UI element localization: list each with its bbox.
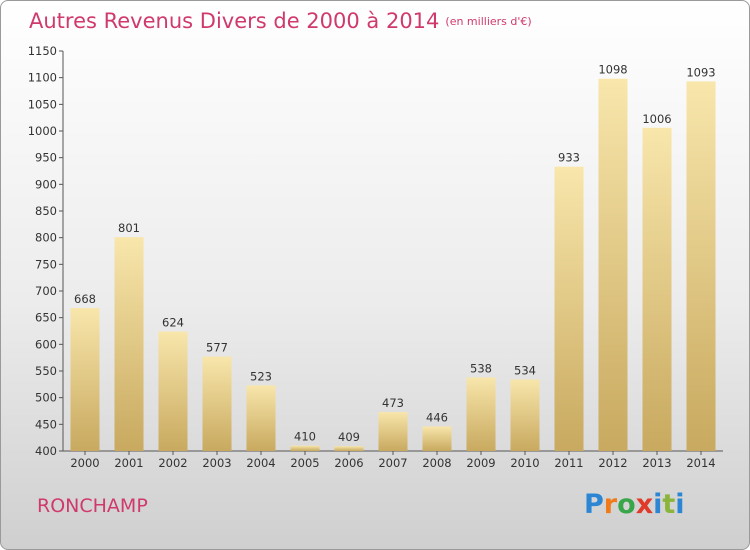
x-tick-label-2004: 2004 [246, 456, 275, 470]
bar-2005 [290, 445, 320, 451]
x-tick-label-2008: 2008 [422, 456, 451, 470]
y-tick-label: 750 [35, 257, 57, 271]
data-label-2003: 577 [206, 341, 228, 355]
chart-labels: 668 2000 801 2001 624 2002 577 2003 523 2004 410 20… [70, 63, 715, 470]
bar-2004 [246, 385, 276, 451]
x-tick-label-2011: 2011 [554, 456, 583, 470]
x-tick-label-2009: 2009 [466, 456, 495, 470]
data-label-2005: 410 [294, 430, 316, 444]
x-tick-label-2010: 2010 [510, 456, 539, 470]
bar-2013 [642, 127, 672, 452]
chart-subtitle: (en milliers d'€) [445, 15, 532, 28]
y-tick-label: 950 [35, 151, 57, 165]
y-tick-label: 500 [35, 391, 57, 405]
data-label-2000: 668 [74, 292, 96, 306]
data-label-2011: 933 [558, 151, 580, 165]
x-tick-label-2014: 2014 [686, 456, 715, 470]
data-label-2002: 624 [162, 316, 184, 330]
chart-axes: 400 450 500 550 600 650 700 750 800 850 900 950 1000… [28, 44, 723, 458]
bar-2006 [334, 446, 364, 451]
data-label-2012: 1098 [598, 63, 627, 77]
y-tick-label: 700 [35, 284, 57, 298]
y-tick-label: 900 [35, 177, 57, 191]
bar-2000 [70, 308, 100, 451]
bar-2002 [158, 331, 188, 451]
y-tick-label: 1050 [28, 97, 57, 111]
x-tick-label-2005: 2005 [290, 456, 319, 470]
proxiti-logo: Proxiti [584, 489, 685, 520]
x-tick-label-2003: 2003 [202, 456, 231, 470]
y-tick-label: 800 [35, 231, 57, 245]
data-label-2006: 409 [338, 430, 360, 444]
data-label-2014: 1093 [686, 65, 715, 79]
data-label-2013: 1006 [642, 112, 671, 126]
y-tick-label: 550 [35, 364, 57, 378]
chart-title: Autres Revenus Divers de 2000 à 2014 (en … [29, 9, 532, 33]
data-label-2009: 538 [470, 361, 492, 375]
data-label-2004: 523 [250, 369, 272, 383]
y-tick-label: 450 [35, 417, 57, 431]
bar-2008 [422, 426, 452, 451]
data-label-2010: 534 [514, 364, 536, 378]
y-tick-label: 1100 [28, 71, 57, 85]
y-tick-label: 850 [35, 204, 57, 218]
y-tick-label: 600 [35, 337, 57, 351]
x-tick-label-2001: 2001 [114, 456, 143, 470]
x-tick-label-2000: 2000 [70, 456, 99, 470]
bar-2012 [598, 78, 628, 451]
bar-2011 [554, 166, 584, 451]
commune-name: RONCHAMP [37, 495, 148, 517]
bar-2014 [686, 81, 716, 452]
bar-2010 [510, 379, 540, 451]
x-tick-label-2007: 2007 [378, 456, 407, 470]
x-tick-label-2002: 2002 [158, 456, 187, 470]
y-tick-label: 400 [35, 444, 57, 458]
bar-2001 [114, 237, 144, 451]
bar-2007 [378, 412, 408, 451]
y-tick-label: 1000 [28, 124, 57, 138]
x-tick-label-2013: 2013 [642, 456, 671, 470]
bar-2009 [466, 377, 496, 451]
chart-bars [70, 78, 716, 452]
chart-title-text: Autres Revenus Divers de 2000 à 2014 [29, 9, 440, 33]
data-label-2007: 473 [382, 396, 404, 410]
y-tick-label: 1150 [28, 44, 57, 58]
x-tick-label-2012: 2012 [598, 456, 627, 470]
x-tick-label-2006: 2006 [334, 456, 363, 470]
data-label-2008: 446 [426, 410, 448, 424]
bar-2003 [202, 356, 232, 451]
data-label-2001: 801 [118, 221, 140, 235]
y-tick-label: 650 [35, 311, 57, 325]
